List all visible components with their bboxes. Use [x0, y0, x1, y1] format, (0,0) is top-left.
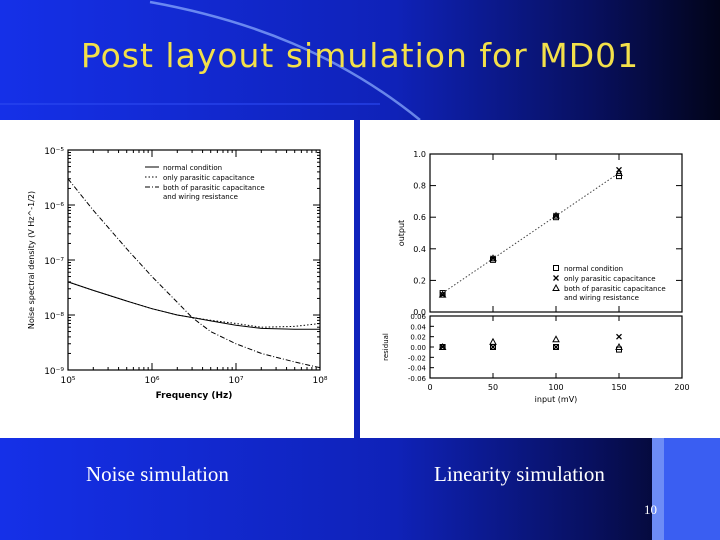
legend-marker-1 [553, 265, 559, 271]
x-tick-label: 150 [611, 383, 626, 392]
residual-tick-label: 0.02 [410, 334, 426, 342]
y-tick-label: 0.6 [413, 213, 426, 222]
y-tick-label: 0.8 [413, 182, 426, 191]
legend-marker-2 [553, 275, 559, 281]
decorative-swoosh [0, 0, 421, 121]
residual-tick-label: 0.00 [410, 344, 426, 352]
x-tick-label: 100 [548, 383, 563, 392]
x-tick-label: 10⁵ [60, 376, 75, 386]
residual-tick-label: -0.02 [408, 354, 426, 362]
residual-point-3 [489, 337, 497, 345]
x-axis-label: input (mV) [535, 395, 578, 404]
linearity-chart: 0.0 0.2 0.4 0.6 0.8 1.0 0.06 0.04 0.02 0.00 -0.02 -… [382, 150, 690, 404]
linearity-chart-panel: 0.0 0.2 0.4 0.6 0.8 1.0 0.06 0.04 0.02 0.00 -0.02 -… [360, 120, 720, 438]
y-tick-label: 0.2 [413, 276, 426, 285]
data-point-3 [489, 254, 497, 262]
data-point-2 [439, 291, 446, 298]
y-tick-label: 10⁻⁶ [44, 202, 64, 212]
series-line-1 [67, 281, 320, 330]
residual-tick-label: 0.06 [410, 313, 426, 321]
data-point-3 [438, 290, 447, 298]
residual-point-2 [439, 344, 446, 350]
x-tick-label: 0 [427, 383, 432, 392]
legend-label-3: both of parasitic capacitance and wiring … [163, 184, 265, 201]
data-point-3 [552, 211, 560, 219]
series-line-3 [67, 178, 321, 369]
legend-label-1: normal condition [163, 164, 222, 172]
plot-frame [67, 149, 321, 371]
x-tick-label: 10⁶ [144, 376, 159, 386]
y-tick-label: 10⁻⁹ [44, 367, 64, 377]
data-point-2 [490, 255, 496, 262]
series-line-2 [67, 281, 321, 328]
residual-point-1 [553, 344, 559, 350]
decorative-bar-highlight [652, 438, 664, 540]
legend-marker-3 [552, 283, 560, 291]
noise-chart-panel: 10⁵ 10⁶ 10⁷ 10⁸ 10⁻⁹ 10⁻⁸ 10⁻⁷ 10⁻⁶ 10⁻⁵ Frequenc… [0, 120, 354, 438]
residual-tick-label: -0.06 [408, 375, 427, 383]
x-tick-label: 50 [488, 383, 498, 392]
y-tick-label: 10⁻⁵ [44, 147, 64, 157]
residual-tick-label: 0.04 [410, 323, 426, 331]
linearity-caption: Linearity simulation [434, 462, 605, 486]
y-tick-label: 10⁻⁷ [44, 257, 64, 267]
noise-chart: 10⁵ 10⁶ 10⁷ 10⁸ 10⁻⁹ 10⁻⁸ 10⁻⁷ 10⁻⁶ 10⁻⁵ Frequenc… [27, 147, 328, 401]
y-tick-label: 10⁻⁸ [44, 312, 64, 322]
residual-tick-label: -0.04 [408, 365, 427, 373]
residual-point-2 [490, 344, 496, 350]
residual-point-2 [616, 333, 622, 340]
fit-line [442, 172, 620, 294]
y-tick-label: 0.0 [413, 308, 426, 317]
slide-title: Post layout simulation for MD01 [80, 36, 640, 75]
residual-point-3 [615, 342, 623, 350]
data-point-1 [439, 290, 446, 297]
y-tick-label: 0.4 [413, 245, 426, 254]
residual-point-2 [553, 344, 559, 350]
data-point-2 [553, 212, 559, 219]
x-tick-label: 10⁸ [312, 376, 327, 386]
x-axis-label: Frequency (Hz) [156, 391, 233, 401]
residual-point-3 [552, 335, 560, 343]
legend-label-1: normal condition [564, 265, 623, 273]
noise-caption: Noise simulation [86, 462, 229, 486]
legend-label-2: only parasitic capacitance [564, 275, 656, 283]
page-number: 10 [644, 502, 657, 517]
legend-label-3: both of parasitic capacitance and wiring … [564, 285, 666, 302]
y-axis-label: output [397, 220, 406, 246]
y-axis-label: Noise spectral density (V Hz^-1/2) [27, 191, 36, 329]
x-tick-label: 200 [674, 383, 689, 392]
data-point-3 [615, 168, 623, 176]
y-tick-label: 1.0 [413, 150, 426, 159]
data-point-1 [616, 173, 622, 180]
x-tick-label: 10⁷ [228, 376, 243, 386]
residual-point-3 [438, 342, 447, 350]
residual-axis-label: residual [382, 333, 390, 361]
legend-label-2: only parasitic capacitance [163, 174, 255, 182]
